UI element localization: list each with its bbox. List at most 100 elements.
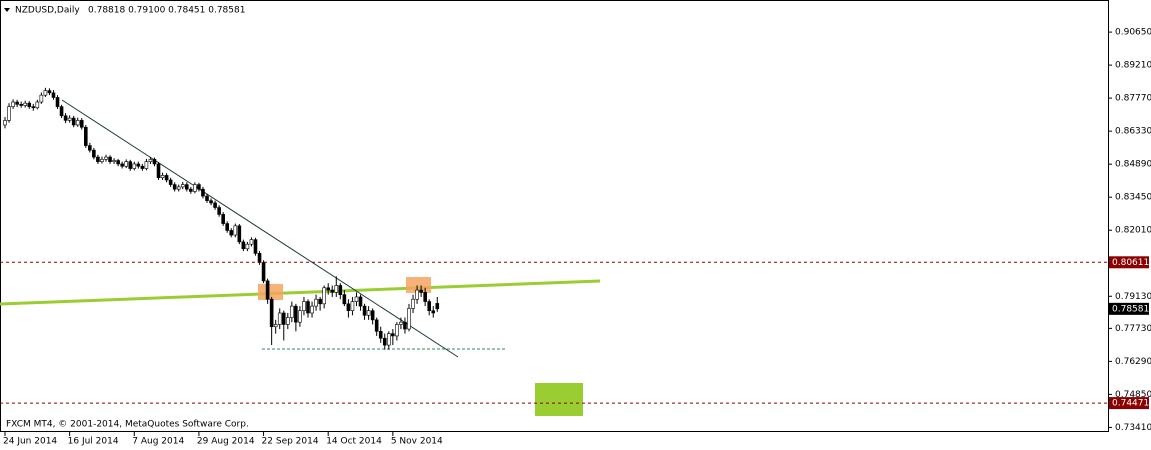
price-label: 0.78581 [1112, 304, 1149, 314]
candle-body [144, 161, 149, 169]
candle-body [290, 305, 294, 318]
candle-body [23, 102, 28, 106]
trend-line [61, 99, 459, 358]
candle-body [366, 310, 371, 316]
candle-body [435, 303, 440, 310]
x-tick-label: 22 Sep 2014 [262, 437, 319, 447]
level-label: 0.80611 [1112, 258, 1149, 268]
candle-body [395, 324, 399, 337]
y-tick-label: 0.86330 [1115, 127, 1151, 137]
y-tick-label: 0.76290 [1115, 357, 1151, 367]
candle-body [298, 310, 302, 323]
y-tick-label: 0.87770 [1115, 94, 1151, 104]
candle-body [342, 294, 347, 305]
candle-body [249, 239, 254, 245]
candle-body [322, 287, 326, 305]
candle-body [407, 308, 411, 330]
candle-body [140, 165, 145, 169]
candle-body [411, 298, 415, 309]
candle-body [245, 243, 250, 250]
candle-body [391, 333, 395, 337]
candle-body [378, 331, 383, 339]
candle-body [124, 161, 128, 167]
candle-body [314, 298, 318, 307]
candle-body [386, 333, 391, 346]
candle-body [205, 195, 209, 201]
candle-body [427, 301, 432, 312]
candle-body [164, 175, 169, 181]
candle-body [285, 317, 290, 325]
candle-body [253, 239, 258, 254]
candle-body [382, 337, 387, 346]
candle-body [11, 101, 15, 107]
candle-body [59, 106, 64, 117]
candle-body [265, 280, 270, 300]
candle-body [209, 200, 213, 204]
candle-body [51, 92, 56, 98]
candle-body [27, 102, 32, 107]
candle-body [148, 159, 153, 162]
x-tick-label: 7 Aug 2014 [132, 437, 184, 447]
candle-body [237, 225, 242, 243]
candle-body [193, 184, 197, 192]
ohlc-label: 0.78818 0.79100 0.78451 0.78581 [88, 6, 245, 16]
candle-body [350, 301, 355, 312]
candle-body [302, 301, 306, 312]
candle-body [221, 214, 225, 224]
candle-body [217, 207, 221, 215]
x-tick-label: 29 Aug 2014 [197, 437, 255, 447]
candle-body [362, 305, 367, 316]
y-tick-label: 0.79130 [1115, 292, 1151, 302]
candle-body [233, 225, 238, 236]
candle-body [160, 175, 165, 179]
candle-body [326, 287, 331, 291]
footer: FXCM MT4, © 2001-2014, MetaQuotes Softwa… [6, 420, 249, 430]
x-tick-label: 14 Oct 2014 [326, 437, 382, 447]
price-label-box [1109, 302, 1149, 315]
level-label: 0.74471 [1112, 399, 1149, 409]
candle-body [31, 106, 36, 109]
candle-body [15, 101, 19, 105]
y-tick-label: 0.77730 [1115, 324, 1151, 334]
y-tick-label: 0.90650 [1115, 28, 1151, 38]
candle-body [92, 149, 96, 158]
candle-body [213, 202, 217, 208]
candle-body [419, 289, 423, 293]
candle-body [168, 179, 173, 185]
x-tick-label: 24 Jun 2014 [3, 437, 57, 447]
candle-body [310, 305, 314, 314]
candle-body [7, 106, 11, 121]
candle-body [273, 324, 278, 328]
candle-body [19, 104, 23, 106]
y-tick-label: 0.73410 [1115, 423, 1151, 433]
candle-body [39, 94, 44, 103]
candle-body [79, 120, 84, 128]
candle-body [156, 163, 161, 179]
candle-body [172, 184, 177, 190]
candle-body [75, 120, 80, 126]
y-tick-label: 0.89210 [1115, 61, 1151, 71]
y-tick-label: 0.82010 [1115, 226, 1151, 236]
plot-frame [0, 0, 1109, 432]
candle-body [71, 117, 76, 126]
candle-body [112, 160, 116, 162]
candle-body [3, 120, 7, 126]
candle-body [55, 97, 60, 107]
y-tick-label: 0.83450 [1115, 193, 1151, 203]
candle-body [176, 186, 181, 190]
candle-body [201, 188, 205, 197]
candle-body [185, 184, 189, 190]
candle-body [370, 310, 375, 321]
candle-body [67, 117, 72, 121]
menu-arrow [4, 8, 10, 12]
candle-body [120, 163, 124, 167]
candle-body [330, 289, 335, 293]
candle-body [104, 156, 108, 160]
candle-body [423, 292, 427, 302]
candle-body [338, 285, 343, 295]
candle-body [334, 285, 339, 293]
x-tick-label: 16 Jul 2014 [68, 437, 119, 447]
candle-body [403, 321, 407, 330]
candle-body [197, 184, 201, 190]
